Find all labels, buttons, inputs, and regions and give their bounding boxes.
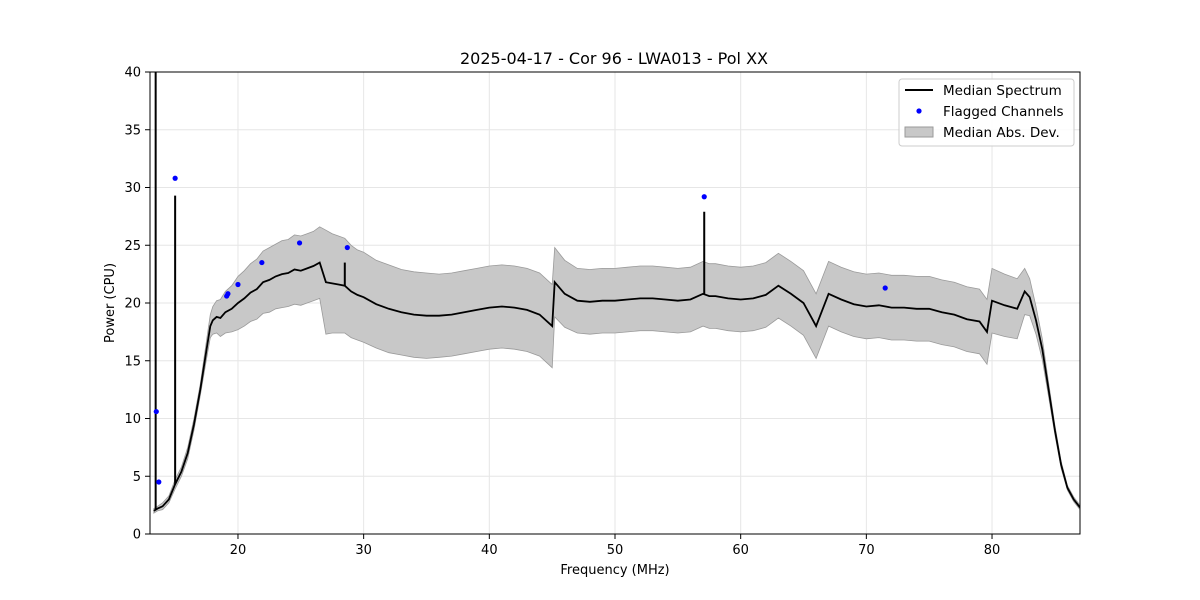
flagged-channel-point	[153, 408, 159, 415]
x-tick-label: 40	[481, 543, 498, 558]
x-axis: 20 30 40 50 60 70 80	[230, 534, 1001, 558]
x-tick-label: 50	[607, 543, 624, 558]
x-tick-label: 20	[230, 543, 247, 558]
y-axis-label: Power (CPU)	[103, 263, 118, 343]
x-tick-label: 80	[984, 543, 1001, 558]
legend-box	[898, 78, 1075, 147]
y-tick-label: 25	[124, 239, 141, 254]
x-tick-label: 30	[355, 543, 372, 558]
legend-flagged-label: Flagged Channels	[943, 104, 1064, 120]
flagged-channel-point	[172, 175, 178, 181]
legend-median-label: Median Spectrum	[943, 83, 1062, 99]
legend-mad-label: Median Abs. Dev.	[943, 125, 1060, 141]
flagged-channel-point	[235, 281, 241, 288]
y-tick-label: 5	[133, 470, 141, 485]
y-tick-label: 10	[124, 412, 141, 427]
median-abs-dev-band	[153, 226, 1080, 514]
y-tick-label: 40	[124, 66, 141, 81]
flagged-channel-point	[882, 285, 888, 291]
y-tick-label: 20	[124, 297, 141, 312]
flagged-channel-point	[344, 244, 350, 251]
legend-mad-swatch	[904, 126, 934, 138]
legend: Median Spectrum Flagged Channels Median …	[898, 78, 1075, 147]
flagged-channel-point	[701, 194, 707, 200]
y-axis: 0 5 10 15 20 25 30 35 40	[124, 66, 150, 543]
median-spectrum-line	[153, 261, 1080, 512]
y-tick-label: 30	[124, 181, 141, 196]
legend-flagged-swatch	[916, 108, 922, 114]
flagged-channel-point	[225, 291, 231, 297]
y-tick-label: 15	[124, 354, 141, 369]
x-tick-label: 60	[732, 543, 749, 558]
x-tick-label: 70	[858, 543, 875, 558]
y-tick-label: 35	[124, 123, 141, 138]
flagged-channel-point	[259, 259, 265, 266]
x-axis-label: Frequency (MHz)	[560, 563, 669, 578]
flagged-channel-point	[156, 479, 162, 485]
chart-title: 2025-04-17 - Cor 96 - LWA013 - Pol XX	[460, 49, 768, 68]
y-tick-label: 0	[133, 528, 141, 543]
flagged-channel-point	[296, 240, 303, 246]
